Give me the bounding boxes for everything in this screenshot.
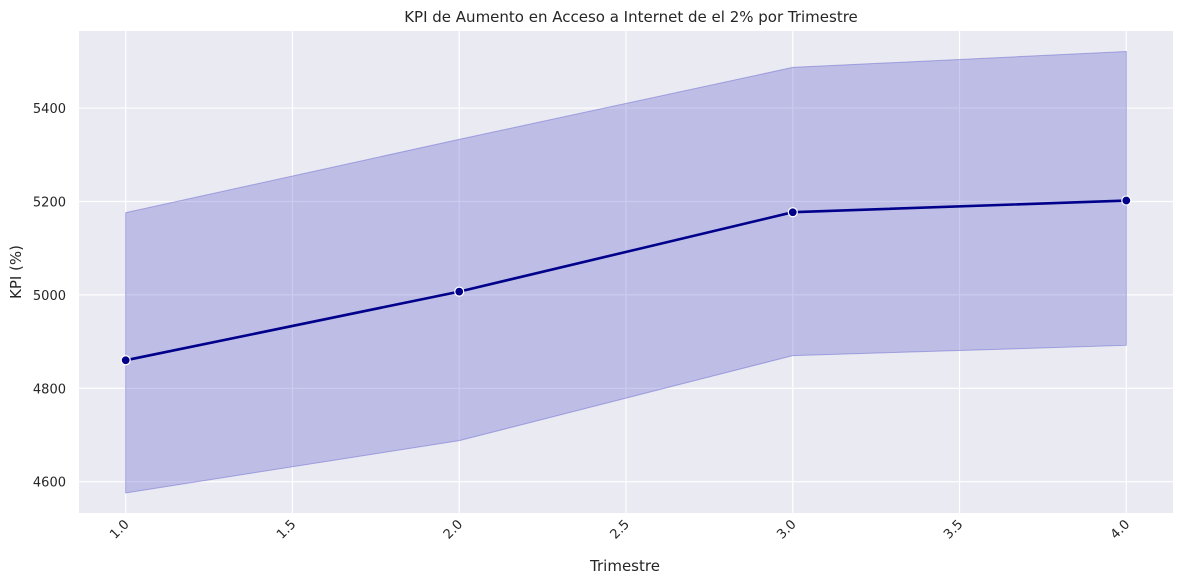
y-tick-label: 5400 [33,102,66,117]
x-tick-label: 3.5 [941,517,966,542]
x-tick-label: 3.0 [774,517,799,542]
chart-title: KPI de Aumento en Acceso a Internet de e… [404,8,858,26]
x-tick-label: 2.0 [441,517,466,542]
y-tick-labels: 4600 4800 5000 5200 5400 [33,102,66,491]
y-tick-label: 4600 [33,476,66,491]
x-tick-label: 1.0 [107,517,132,542]
x-tick-label: 4.0 [1108,517,1133,542]
series-line [125,199,1127,362]
y-tick-label: 5200 [33,195,66,210]
data-point [120,355,131,366]
data-point [787,207,798,218]
y-tick-label: 4800 [33,382,66,397]
series-markers [120,195,1132,366]
x-tick-label: 2.5 [608,517,633,542]
x-tick-label: 1.5 [274,517,299,542]
y-tick-label: 5000 [33,289,66,304]
confidence-band [125,51,1127,494]
x-axis-label: Trimestre [589,557,660,575]
data-point [454,286,465,297]
y-axis-label: KPI (%) [7,245,25,299]
data-point [1121,195,1132,206]
x-tick-labels: 1.0 1.5 2.0 2.5 3.0 3.5 4.0 [107,517,1133,542]
grid-lines [79,31,1173,513]
